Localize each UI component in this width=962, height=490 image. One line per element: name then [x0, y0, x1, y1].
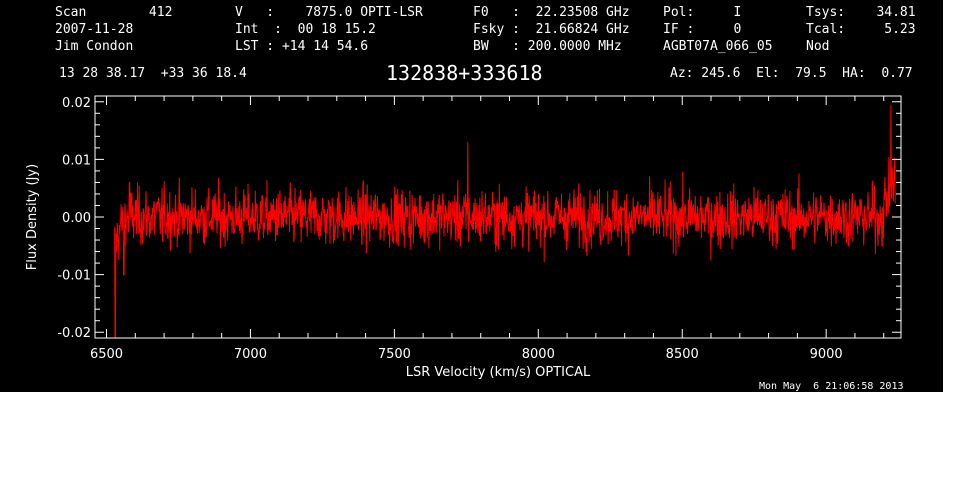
plot-panel: Scan 412 2007-11-28 Jim Condon V : 7875.…	[0, 0, 943, 392]
spectrum-chart: 6500 7000 7500 8000 8500 9000 -0.02 -0.01 0.00 0.…	[25, 95, 902, 380]
y-tick-label: 0.00	[62, 211, 91, 226]
spectrum-series-line	[114, 104, 896, 339]
observer-line: Jim Condon	[55, 39, 134, 54]
integration-line: Int : 00 18 15.2	[235, 22, 376, 37]
x-tick-label: 7500	[378, 347, 411, 362]
x-tick-label: 7000	[234, 347, 267, 362]
tcal-line: Tcal: 5.23	[806, 22, 916, 37]
x-tick-label: 8000	[522, 347, 555, 362]
velocity-line: V : 7875.0 OPTI-LSR	[235, 5, 423, 20]
fsky-line: Fsky : 21.66824 GHz	[473, 22, 630, 37]
tsys-line: Tsys: 34.81	[806, 5, 916, 20]
y-tick-label: 0.01	[62, 153, 91, 168]
y-tick-label: -0.01	[57, 269, 91, 284]
x-axis-label: LSR Velocity (km/s) OPTICAL	[406, 365, 591, 380]
procedure-line: Nod	[806, 39, 830, 54]
y-tick-label: -0.02	[57, 326, 91, 341]
timestamp: Mon May 6 21:06:58 2013	[759, 381, 904, 392]
if-line: IF : 0	[663, 22, 742, 37]
bandwidth-line: BW : 200.0000 MHz	[473, 39, 622, 54]
project-line: AGBT07A_066_05	[663, 39, 773, 54]
f0-line: F0 : 22.23508 GHz	[473, 5, 630, 20]
x-tick-label: 6500	[90, 347, 123, 362]
pol-line: Pol: I	[663, 5, 742, 20]
x-tick-label: 8500	[666, 347, 699, 362]
y-tick-label: 0.02	[62, 96, 91, 111]
y-axis-label: Flux Density (Jy)	[25, 164, 40, 270]
scan-line: Scan 412	[55, 5, 173, 20]
source-name: 132838+333618	[386, 61, 543, 85]
date-line: 2007-11-28	[55, 22, 134, 37]
az-el-ha: Az: 245.6 El: 79.5 HA: 0.77	[670, 66, 913, 81]
coordinates: 13 28 38.17 +33 36 18.4	[59, 66, 247, 81]
lst-line: LST : +14 14 54.6	[235, 39, 369, 54]
x-tick-label: 9000	[810, 347, 843, 362]
